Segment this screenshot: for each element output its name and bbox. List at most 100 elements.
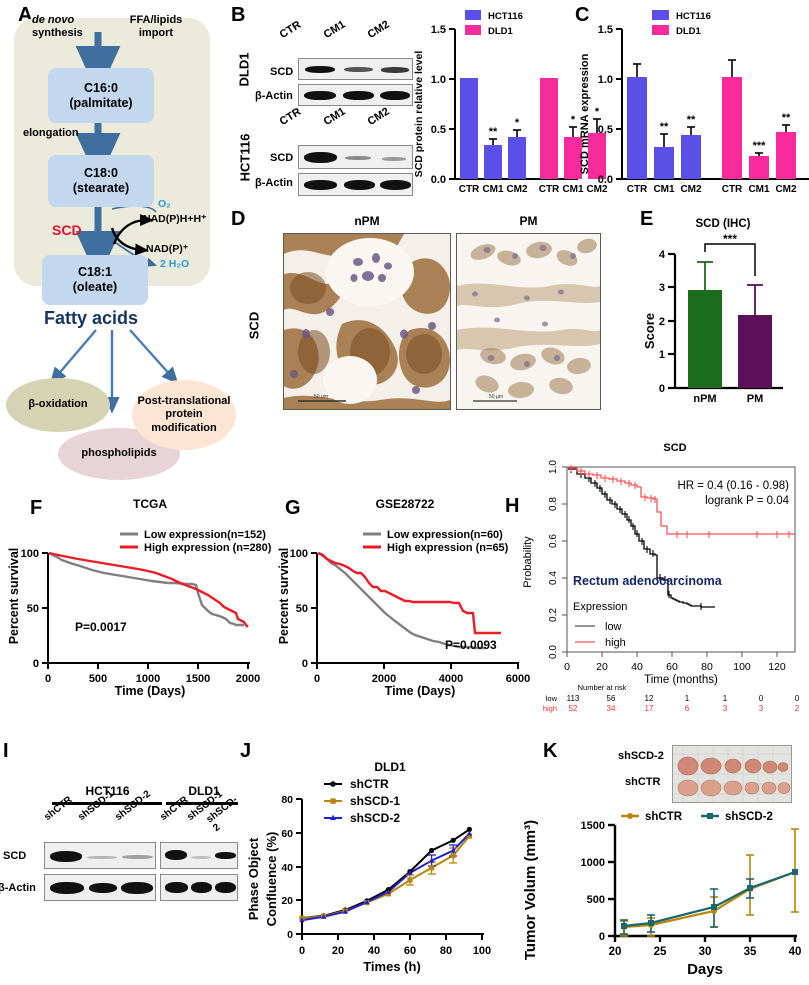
panel-h-xtick-4: 80 — [701, 661, 713, 673]
panel-k-letter: K — [543, 740, 558, 762]
panel-h-xtick-1: 20 — [596, 661, 608, 673]
risk-low-3: 1 — [685, 694, 690, 703]
panel-j-ylabel-line2: Confluence (%) — [264, 832, 279, 927]
panel-c-bar-hct116-cm1 — [654, 147, 674, 179]
panel-b-ytick-3: 1.5 — [431, 24, 446, 36]
panel-f-ytick-1: 50 — [27, 603, 39, 615]
risk-table-row-low-label: low — [546, 694, 558, 703]
panel-h-xlabel: Time (months) — [644, 674, 718, 686]
panel-h-title: SCD — [663, 442, 687, 454]
panel-k-ytick-2: 1000 — [581, 857, 605, 869]
risk-table-title: Number at risk — [578, 683, 627, 692]
panel-h-xtick-5: 100 — [733, 661, 751, 673]
panel-c-xtick-5: CM2 — [775, 184, 797, 195]
panel-h-xtick-3: 60 — [666, 661, 678, 673]
pathway-arrows — [49, 32, 179, 414]
panel-e-bar-npm — [688, 290, 722, 388]
panel-c-sig-dld1-cm2: ** — [782, 112, 791, 124]
panel-g-ytick-1: 50 — [296, 603, 308, 615]
panel-f-xtick-3: 1500 — [186, 673, 210, 685]
panel-f-title: TCGA — [133, 497, 167, 511]
blot-band-row-dld1-scd — [298, 58, 413, 80]
panel-d-image-label-npm: nPM — [354, 214, 380, 228]
panel-c-legend-hct116: HCT116 — [676, 11, 711, 22]
panel-j-series-shscd1 — [301, 835, 471, 920]
node-c18-0-line2: (stearate) — [72, 181, 130, 195]
panel-k-legend: shCTR shSCD-2 — [621, 811, 773, 823]
blot-band-row-dld1-actin — [298, 84, 413, 106]
panel-k-xtick-0: 20 — [609, 946, 622, 958]
panel-h-legend-low: low — [605, 621, 622, 633]
panel-h-xtick-2: 40 — [631, 661, 643, 673]
node-c18-1: C18:1 (oleate) — [42, 255, 148, 305]
panel-h-ytick-4: 0.8 — [548, 497, 559, 511]
de-novo-line1: de novo — [32, 14, 75, 26]
risk-high-4: 3 — [723, 704, 728, 713]
panel-h-xtick-0: 0 — [564, 661, 570, 673]
panel-k-tumor-row-shscd2 — [677, 756, 789, 776]
panel-c-bar-dld1-cm1 — [749, 156, 769, 179]
beta-oxidation-node: β-oxidation — [6, 378, 110, 432]
panel-d: D SCD nPM PM — [228, 208, 603, 433]
panel-c-sig-dld1-cm1: *** — [753, 140, 767, 152]
panel-b-letter: B — [231, 4, 246, 26]
panel-b-bar-dld1-cm1 — [564, 137, 582, 179]
panel-b-xtick-2: CM2 — [506, 184, 528, 195]
panel-c-xtick-4: CM1 — [748, 184, 770, 195]
panel-h-series-high — [568, 467, 795, 535]
panel-i: I HCT116 DLD1 shCTR shSCD-1 shSCD-2 shCT… — [0, 740, 240, 985]
risk-low-2: 12 — [645, 694, 654, 703]
panel-g: G GSE28722 Percent survival 0 50 100 0 2… — [277, 495, 540, 698]
panel-i-target-actin: β-Actin — [0, 882, 36, 894]
blot-band-row-hct116-actin — [298, 173, 413, 196]
risk-high-2: 17 — [645, 704, 654, 713]
blot-cell-label-hct116: HCT116 — [237, 133, 253, 182]
panel-b-ylabel: SCD protein relative level — [413, 51, 425, 178]
panel-j-ytick-2: 40 — [281, 862, 293, 874]
blot-target-scd-dld1: SCD — [270, 66, 294, 78]
panel-k-xtick-2: 30 — [699, 946, 712, 958]
panel-b-xtick-5: CM2 — [586, 184, 608, 195]
panel-h-hr-text: HR = 0.4 (0.16 - 0.98) — [677, 480, 789, 492]
panel-k-xtick-1: 25 — [654, 946, 667, 958]
panel-c-bar-dld1-cm2 — [776, 132, 796, 179]
panel-g-ylabel: Percent survival — [277, 548, 291, 645]
panel-h-logrank-text: logrank P = 0.04 — [705, 495, 789, 507]
panel-f-legend-low: Low expression(n=152) — [144, 529, 266, 541]
panel-b-legend-hct116: HCT116 — [488, 11, 523, 22]
panel-h-ytick-5: 1.0 — [548, 460, 559, 474]
panel-g-xtick-1: 2000 — [372, 673, 396, 685]
panel-d-ihc-image-pm: 50 µm — [456, 233, 601, 410]
panel-b-bar-hct116-cm1 — [484, 145, 502, 179]
blot-lane-dld1-cm1: CM1 — [321, 18, 348, 41]
risk-table-row-high-label: high — [543, 704, 557, 713]
panel-b-xtick-4: CM1 — [562, 184, 584, 195]
panel-g-title: GSE28722 — [375, 497, 435, 511]
panel-j-markers-shscd2 — [299, 830, 472, 923]
panel-h-legend-title: Expression — [573, 601, 627, 613]
panel-k-markers-shscd2 — [621, 869, 798, 929]
panel-b-bar-hct116-cm2 — [508, 137, 526, 179]
panel-f-series-low — [48, 551, 244, 627]
panel-f-xlabel: Time (Days) — [115, 684, 186, 698]
panel-j-ytick-4: 80 — [281, 794, 293, 806]
panel-b-bar-hct116-ctr — [460, 78, 478, 179]
panel-e-bar-pm — [738, 315, 772, 388]
panel-i-blot-dld1-actin — [160, 874, 238, 901]
node-c18-1-line2: (oleate) — [72, 280, 118, 294]
panel-c-xtick-2: CM2 — [680, 184, 702, 195]
panel-j-ytick-0: 0 — [287, 929, 293, 941]
panel-h-series-low — [568, 468, 715, 608]
panel-j-letter: J — [240, 740, 252, 762]
panel-j-growth-chart: Phase Object Confluence (%) 0 20 40 60 8… — [246, 777, 491, 974]
panel-d-row-label: SCD — [246, 311, 262, 340]
blot-band-row-hct116-scd — [298, 145, 413, 169]
panel-c-bar-hct116-cm2 — [681, 135, 701, 179]
risk-low-4: 1 — [723, 694, 728, 703]
risk-high-1: 34 — [607, 704, 616, 713]
panel-j-xtick-5: 100 — [473, 945, 491, 957]
panel-k-tumor-row-shctr — [677, 779, 791, 797]
panel-j-ytick-1: 20 — [281, 895, 293, 907]
panel-k-xtick-4: 40 — [789, 946, 802, 958]
panel-f-ylabel: Percent survival — [7, 548, 21, 645]
